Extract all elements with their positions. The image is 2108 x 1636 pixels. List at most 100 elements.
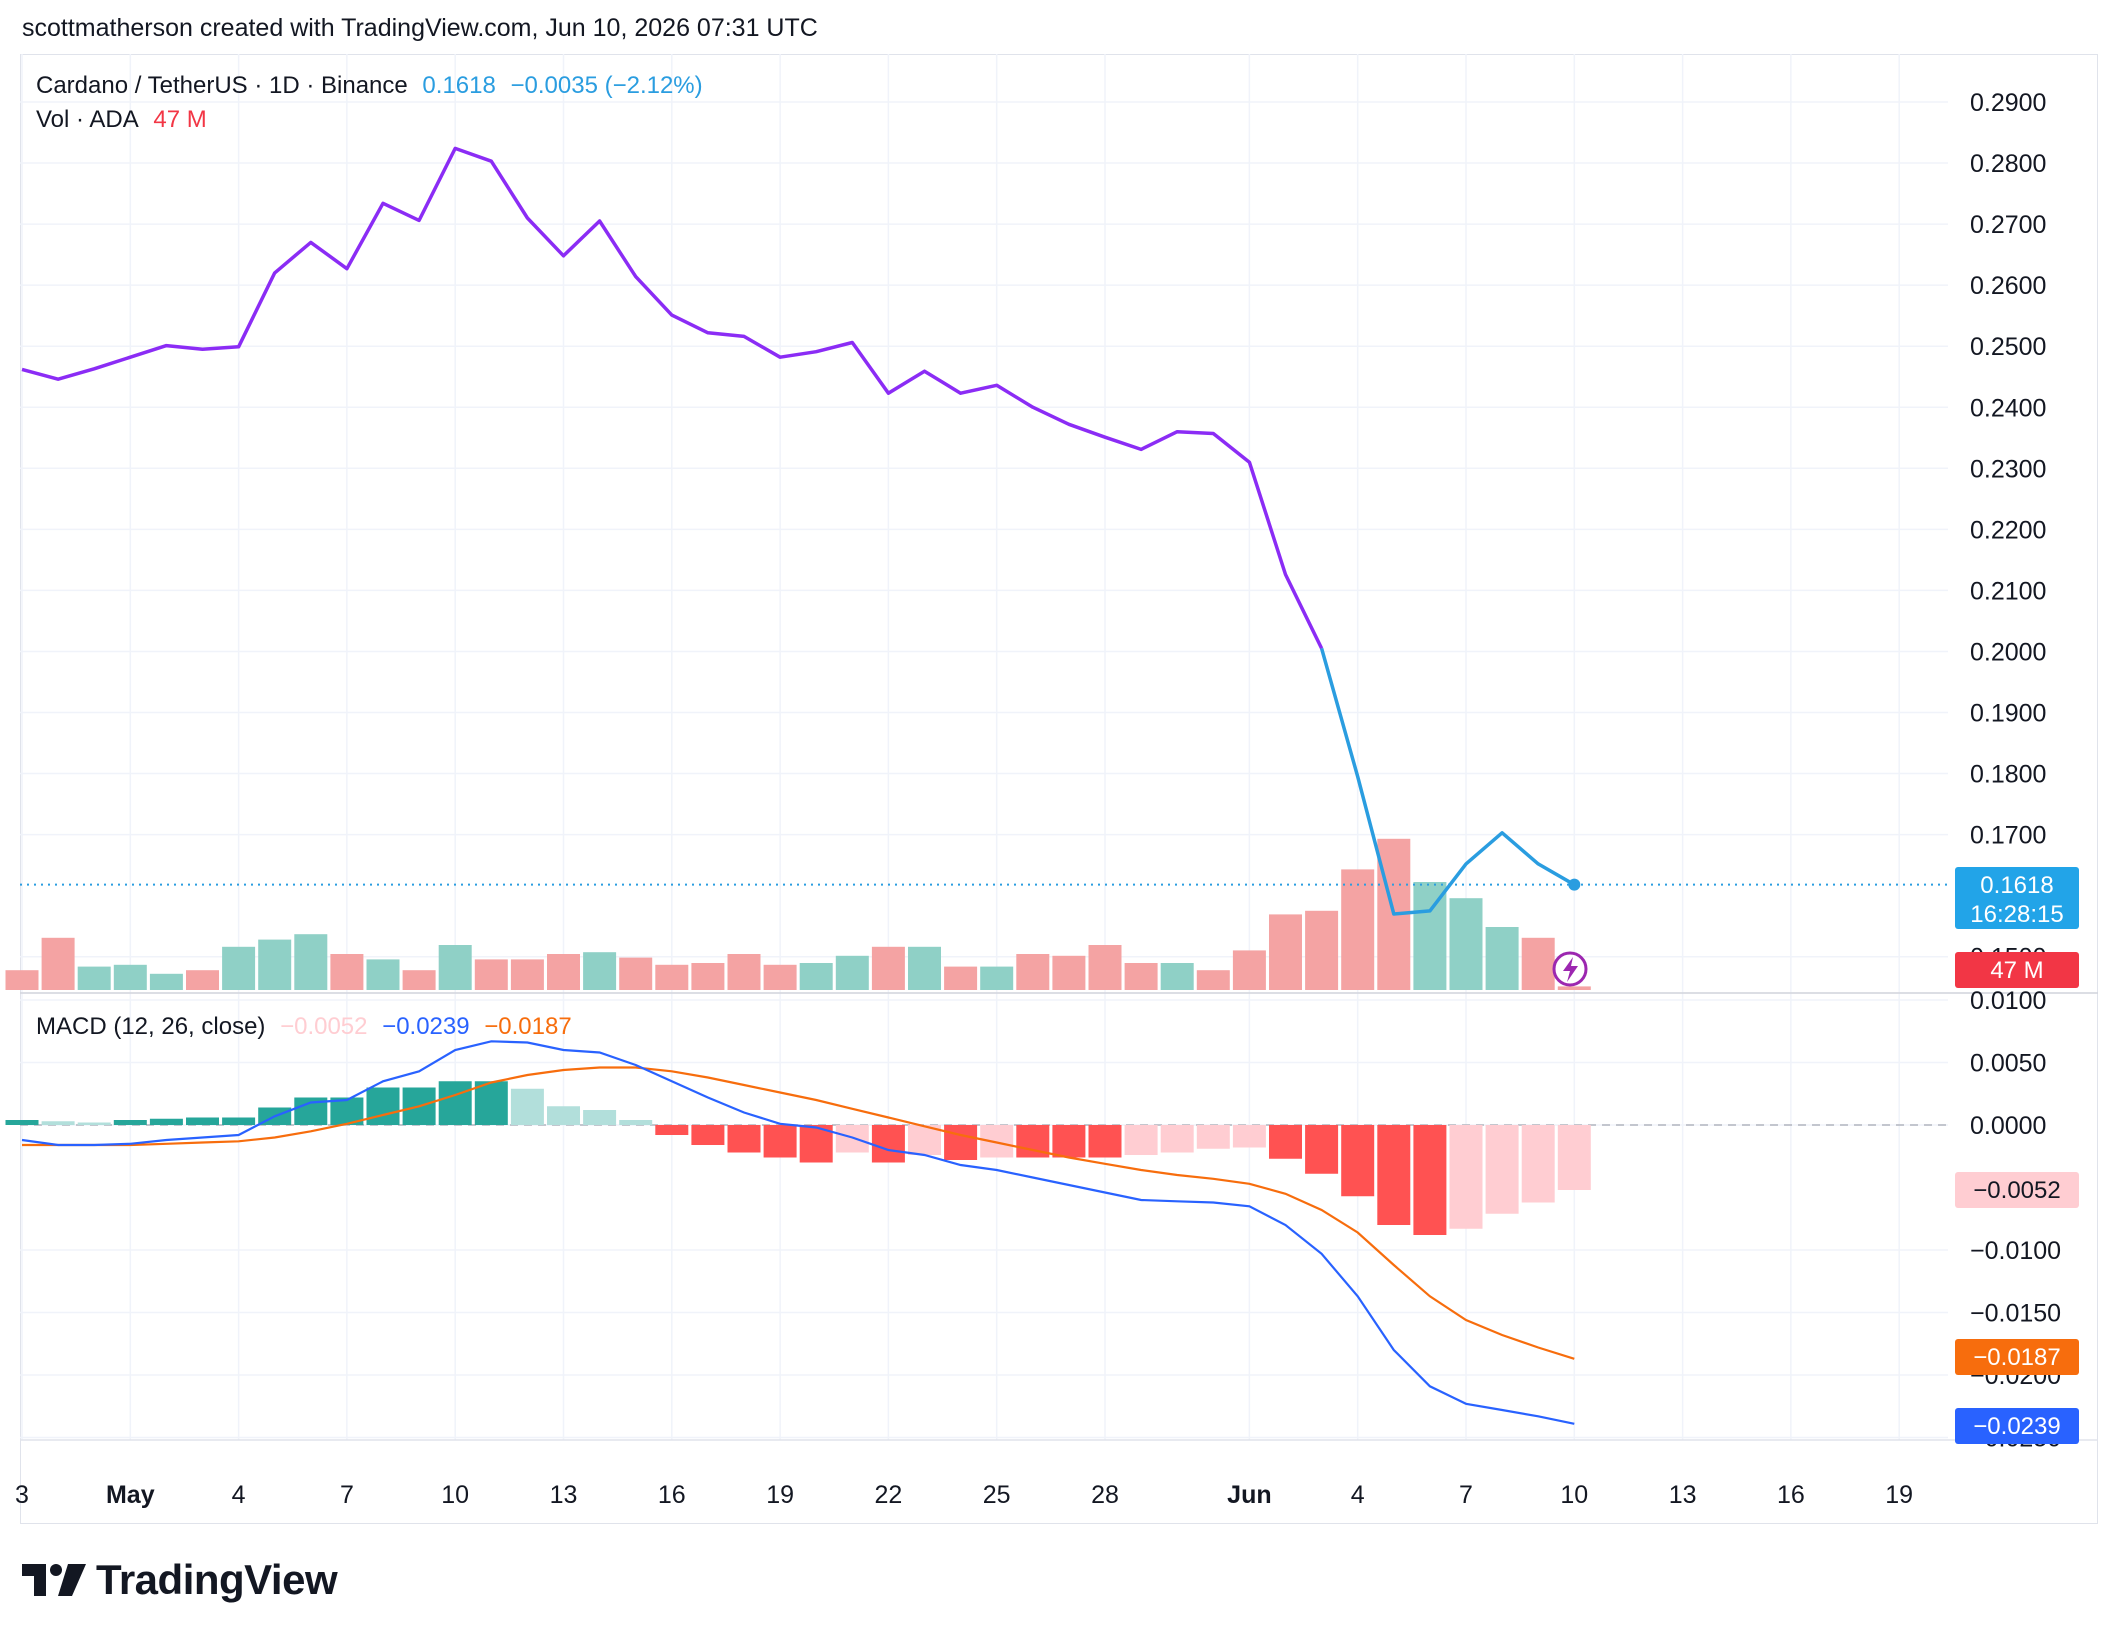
macd-signal-line[interactable] [22, 1066, 1575, 1360]
volume-bar[interactable] [41, 937, 75, 990]
macd-hist-bar[interactable] [1377, 1125, 1411, 1225]
lightning-icon[interactable] [1552, 951, 1588, 987]
macd-hist-bar[interactable] [1052, 1125, 1086, 1158]
volume-bar[interactable] [77, 966, 111, 990]
macd-hist-bar[interactable] [547, 1106, 580, 1125]
volume-bar[interactable] [619, 957, 653, 990]
macd-hist-bar[interactable] [727, 1125, 761, 1153]
lightning-icon-bolt[interactable] [1563, 957, 1578, 982]
volume-bar[interactable] [1160, 963, 1194, 990]
volume-bar[interactable] [655, 964, 689, 990]
macd-hist-bar[interactable] [1196, 1125, 1230, 1149]
volume-bar[interactable] [1341, 869, 1375, 990]
volume-bar[interactable] [1521, 937, 1555, 990]
macd-hist-bar[interactable] [438, 1081, 472, 1125]
macd-hist-bar[interactable] [366, 1087, 400, 1126]
volume-bar[interactable] [402, 970, 436, 990]
macd-hist-tag[interactable]: −0.0052 [1955, 1172, 2079, 1208]
chart-canvas[interactable]: 0.2900 0.2800 0.2700 0.2600 0.2500 0.2400 0.23… [0, 0, 2108, 1530]
volume-bar[interactable] [474, 959, 508, 990]
macd-hist-bar[interactable] [980, 1125, 1014, 1158]
volume-bar[interactable] [727, 954, 761, 990]
volume-bar[interactable] [1485, 927, 1519, 990]
volume-bar[interactable] [547, 954, 580, 990]
macd-hist-bar[interactable] [77, 1122, 111, 1126]
volume-tag[interactable]: 47 M [1955, 952, 2079, 988]
macd-hist-bar[interactable] [619, 1120, 653, 1125]
volume-bar[interactable] [1196, 970, 1230, 990]
macd-hist-bar[interactable] [1124, 1125, 1158, 1155]
volume-bar[interactable] [330, 954, 364, 990]
volume-bar[interactable] [438, 945, 472, 990]
macd-hist-bar[interactable] [149, 1118, 183, 1125]
macd-line[interactable] [21, 1040, 1575, 1425]
volume-bar[interactable] [1305, 910, 1339, 990]
tradingview-brand[interactable]: TradingView [22, 1556, 338, 1604]
volume-bar[interactable] [1232, 950, 1266, 990]
volume-bar[interactable] [1413, 882, 1447, 990]
macd-hist-bar[interactable] [1088, 1125, 1122, 1158]
price-line-recent[interactable] [1319, 647, 1576, 916]
volume-bar[interactable] [113, 964, 147, 990]
macd-hist-bar[interactable] [763, 1125, 797, 1158]
macd-hist-bar[interactable] [1449, 1125, 1483, 1229]
volume-bar[interactable] [149, 973, 183, 990]
volume-bar[interactable] [1449, 898, 1483, 990]
macd-hist-bar[interactable] [41, 1121, 75, 1125]
macd-hist-bar[interactable] [835, 1125, 869, 1153]
volume-bar[interactable] [186, 970, 219, 990]
volume-bar[interactable] [294, 934, 328, 990]
volume-bar[interactable] [510, 959, 544, 990]
volume-bar[interactable] [583, 952, 617, 990]
macd-signal-tag[interactable]: −0.0187 [1955, 1339, 2079, 1375]
volume-bar[interactable] [691, 963, 725, 990]
macd-hist-bar[interactable] [5, 1120, 39, 1125]
macd-axis-label: −0.0150 [1970, 1300, 2061, 1328]
macd-hist-bar[interactable] [1232, 1125, 1266, 1148]
macd-hist-bar[interactable] [510, 1088, 544, 1125]
macd-hist-bar[interactable] [1269, 1125, 1302, 1159]
volume-bar[interactable] [5, 970, 39, 990]
macd-hist-bar[interactable] [944, 1125, 978, 1160]
macd-hist-bar[interactable] [1341, 1125, 1375, 1197]
volume-tag-bg [1955, 952, 2079, 988]
volume-bar[interactable] [1016, 954, 1050, 990]
macd-hist-bar[interactable] [871, 1125, 905, 1163]
volume-bar[interactable] [1052, 955, 1086, 990]
volume-bar[interactable] [835, 955, 869, 990]
symbol-title[interactable]: Cardano / TetherUS · 1D · Binance [36, 72, 408, 99]
macd-hist-bar[interactable] [1160, 1125, 1194, 1153]
volume-bar[interactable] [222, 946, 256, 990]
volume-bar[interactable] [799, 963, 833, 990]
macd-title[interactable]: MACD (12, 26, close) [36, 1013, 266, 1040]
macd-hist-bar[interactable] [583, 1110, 617, 1125]
volume-bar[interactable] [980, 966, 1014, 990]
macd-hist-bar[interactable] [1521, 1125, 1555, 1203]
volume-bar[interactable] [1557, 986, 1591, 990]
macd-hist-bar[interactable] [1485, 1125, 1519, 1214]
macd-hist-bar[interactable] [186, 1117, 219, 1126]
macd-hist-bar[interactable] [1413, 1125, 1447, 1235]
volume-bar[interactable] [1088, 945, 1122, 990]
macd-hist-bar[interactable] [222, 1117, 256, 1126]
macd-hist-bar[interactable] [1305, 1125, 1339, 1174]
volume-title[interactable]: Vol · ADA [36, 106, 139, 133]
macd-hist-bar[interactable] [474, 1081, 508, 1125]
macd-hist-bar[interactable] [1557, 1125, 1591, 1190]
volume-bar[interactable] [1269, 914, 1302, 990]
price-line-early[interactable] [21, 146, 1324, 650]
volume-bar[interactable] [944, 966, 978, 990]
macd-hist-bar[interactable] [691, 1125, 725, 1145]
macd-hist-bar[interactable] [113, 1120, 147, 1125]
volume-bar[interactable] [763, 964, 797, 990]
macd-line-tag[interactable]: −0.0239 [1955, 1408, 2079, 1444]
price-axis-label: 0.2800 [1970, 150, 2046, 178]
volume-bar[interactable] [258, 939, 292, 990]
volume-bar[interactable] [871, 946, 905, 990]
volume-bar[interactable] [1124, 963, 1158, 990]
volume-bar[interactable] [908, 946, 941, 990]
macd-hist-bar[interactable] [655, 1125, 689, 1135]
volume-bar[interactable] [366, 959, 400, 990]
